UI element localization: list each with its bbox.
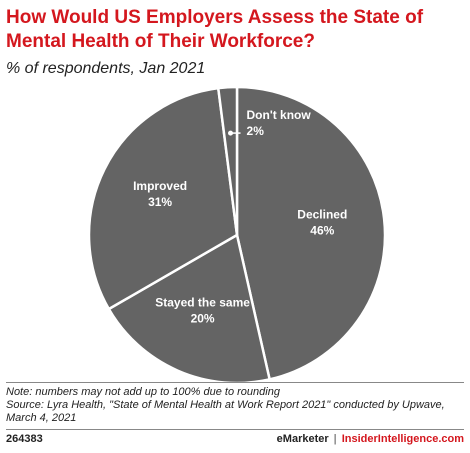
category-label: Stayed the same [155,296,250,310]
chart-id: 264383 [6,433,43,445]
divider [6,429,464,430]
pie-slice [87,86,239,311]
source: Source: Lyra Health, "State of Mental He… [6,399,445,424]
value-label: 20% [191,312,215,326]
notes: Note: numbers may not add up to 100% due… [6,386,466,425]
category-label: Don't know [247,108,312,122]
pie-slice [235,85,387,381]
value-label: 46% [310,223,334,237]
category-label: Improved [133,179,187,193]
brand: eMarketer [276,433,329,445]
data-label: Declined 46% [297,207,347,237]
data-label: Stayed the same 20% [155,296,250,326]
note: Note: numbers may not add up to 100% due… [6,386,280,398]
footer-brand: eMarketer | InsiderIntelligence.com [276,433,464,445]
category-label: Declined [297,207,347,221]
value-label: 31% [148,195,172,209]
chart-subtitle: % of respondents, Jan 2021 [6,60,206,77]
chart-title: How Would US Employers Assess the State … [6,7,424,52]
site: InsiderIntelligence.com [341,433,464,445]
value-label: 2% [247,124,265,138]
data-label: Don't know 2% [247,108,312,138]
pie-slice [216,85,239,236]
data-label: Improved 31% [133,179,187,209]
divider [6,382,464,383]
